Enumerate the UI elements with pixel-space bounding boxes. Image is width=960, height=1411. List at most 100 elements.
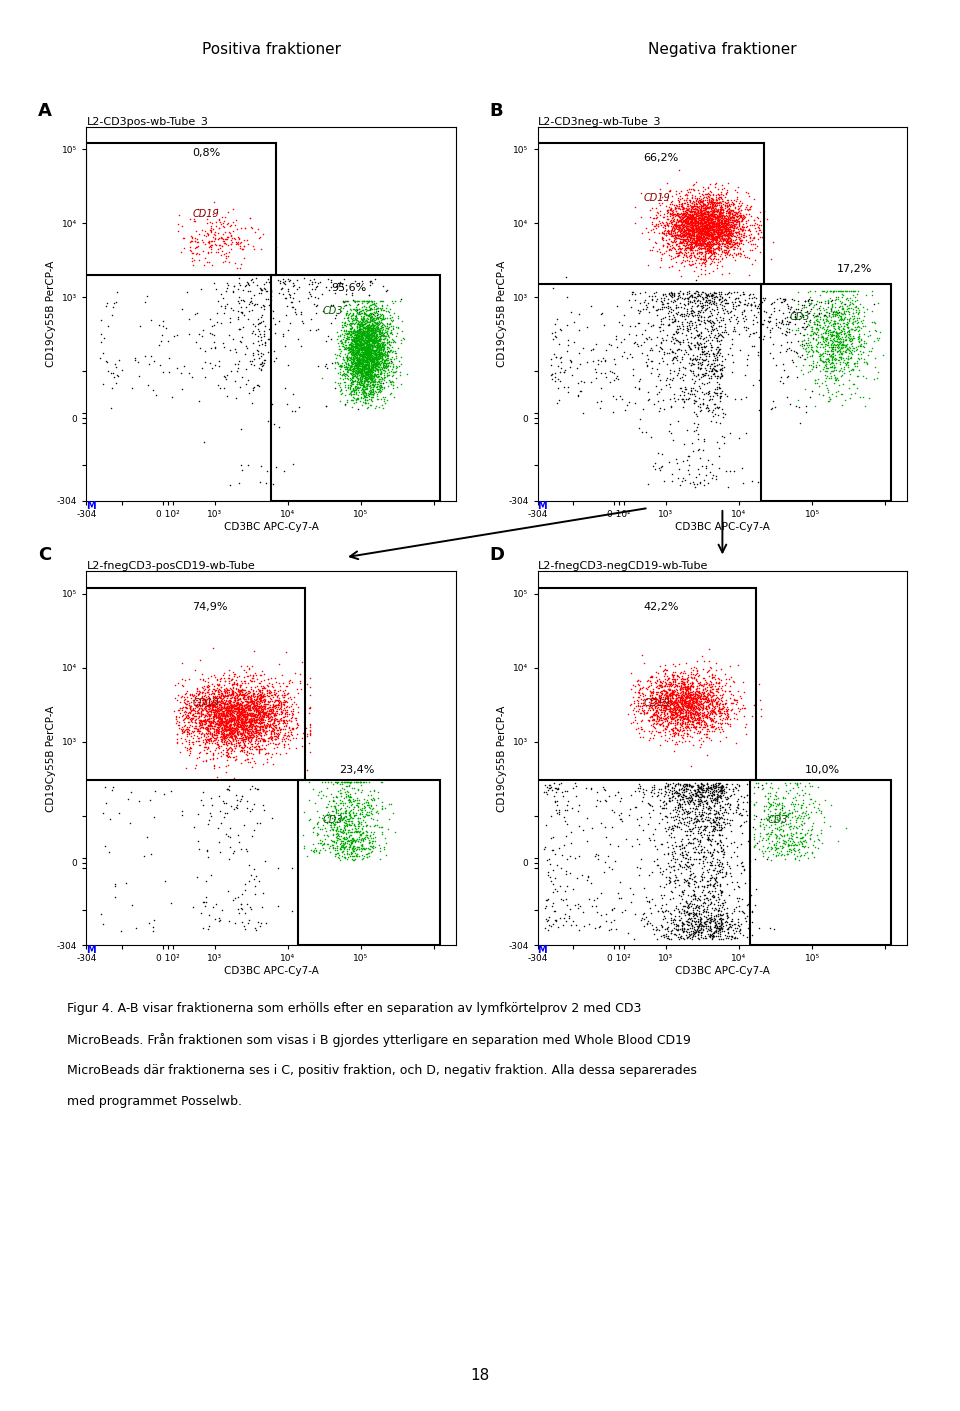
Point bbox=[701, 329, 716, 351]
Point bbox=[373, 374, 389, 396]
Point bbox=[727, 303, 742, 326]
Point bbox=[667, 196, 683, 219]
Point bbox=[692, 889, 708, 912]
Point bbox=[668, 691, 684, 714]
Point bbox=[348, 374, 363, 396]
Point bbox=[360, 844, 375, 866]
Point bbox=[361, 299, 376, 322]
Point bbox=[623, 662, 638, 684]
Point bbox=[758, 813, 774, 835]
Point bbox=[343, 832, 358, 855]
Point bbox=[696, 876, 711, 899]
Point bbox=[820, 323, 835, 346]
Point bbox=[371, 340, 386, 363]
Point bbox=[694, 220, 709, 243]
Point bbox=[234, 713, 250, 735]
Point bbox=[347, 813, 362, 835]
Point bbox=[260, 667, 276, 690]
Point bbox=[701, 799, 716, 821]
Point bbox=[254, 703, 270, 725]
Point bbox=[698, 299, 713, 322]
Point bbox=[679, 777, 694, 800]
Point bbox=[543, 916, 559, 938]
Point bbox=[358, 353, 373, 375]
Point bbox=[691, 230, 707, 253]
Point bbox=[841, 356, 856, 378]
Point bbox=[349, 298, 365, 320]
Point bbox=[706, 319, 721, 341]
Point bbox=[780, 803, 796, 825]
Point bbox=[714, 858, 730, 880]
Point bbox=[730, 790, 745, 813]
Point bbox=[748, 233, 763, 255]
Point bbox=[814, 373, 829, 395]
Point bbox=[570, 384, 586, 406]
Point bbox=[699, 727, 714, 749]
Point bbox=[795, 323, 810, 346]
Point bbox=[285, 272, 300, 295]
Point bbox=[356, 289, 372, 312]
Point bbox=[707, 665, 722, 687]
Point bbox=[256, 799, 272, 821]
Point bbox=[251, 715, 266, 738]
Point bbox=[850, 306, 865, 329]
Point bbox=[812, 299, 828, 322]
Point bbox=[200, 700, 215, 722]
Point bbox=[346, 363, 361, 385]
Point bbox=[809, 313, 825, 336]
Point bbox=[828, 351, 844, 374]
Point bbox=[679, 722, 694, 745]
Point bbox=[674, 673, 689, 696]
Point bbox=[698, 246, 713, 268]
Point bbox=[680, 801, 695, 824]
Point bbox=[710, 680, 726, 703]
Point bbox=[795, 316, 810, 339]
Point bbox=[709, 319, 725, 341]
Point bbox=[836, 308, 852, 330]
Point bbox=[197, 737, 212, 759]
Point bbox=[712, 907, 728, 930]
Point bbox=[688, 704, 704, 727]
Point bbox=[716, 224, 732, 247]
Point bbox=[691, 227, 707, 250]
Point bbox=[744, 900, 759, 923]
Point bbox=[737, 715, 753, 738]
Point bbox=[351, 346, 367, 368]
Point bbox=[354, 848, 370, 871]
Point bbox=[623, 679, 638, 701]
Point bbox=[680, 680, 695, 703]
Point bbox=[651, 673, 666, 696]
Point bbox=[719, 696, 734, 718]
Point bbox=[819, 326, 834, 349]
Point bbox=[657, 241, 672, 264]
Point bbox=[642, 680, 658, 703]
Point bbox=[333, 820, 348, 842]
Point bbox=[362, 357, 377, 380]
Point bbox=[351, 364, 367, 387]
Point bbox=[213, 701, 228, 724]
Point bbox=[811, 302, 827, 325]
Point bbox=[751, 213, 766, 236]
Point bbox=[228, 748, 244, 770]
Point bbox=[701, 214, 716, 237]
Point bbox=[807, 790, 823, 813]
Point bbox=[867, 330, 882, 353]
Point bbox=[356, 305, 372, 327]
Point bbox=[708, 237, 724, 260]
Point bbox=[680, 230, 695, 253]
Point bbox=[690, 214, 706, 237]
Point bbox=[222, 718, 237, 741]
Point bbox=[230, 711, 246, 734]
Point bbox=[673, 238, 688, 261]
Point bbox=[278, 727, 294, 749]
Point bbox=[697, 200, 712, 223]
Point bbox=[677, 855, 692, 878]
Point bbox=[363, 336, 378, 358]
Point bbox=[664, 254, 680, 277]
Point bbox=[713, 776, 729, 799]
Point bbox=[668, 320, 684, 343]
Point bbox=[673, 209, 688, 231]
Point bbox=[669, 349, 684, 371]
Point bbox=[346, 298, 361, 320]
Point bbox=[698, 713, 713, 735]
